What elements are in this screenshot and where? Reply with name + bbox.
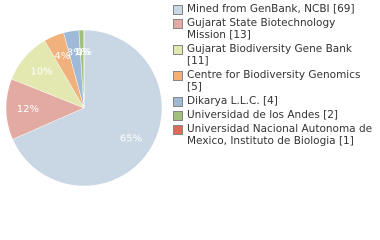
legend-label: Universidad Nacional Autonoma de Mexico,… bbox=[187, 123, 373, 147]
legend-item: Universidad de los Andes [2] bbox=[173, 109, 373, 121]
legend-swatch bbox=[173, 71, 183, 81]
slice-label: 4% bbox=[54, 51, 70, 62]
legend-item: Mined from GenBank, NCBI [69] bbox=[173, 3, 373, 15]
legend-item: Gujarat State Biotechnology Mission [13] bbox=[173, 17, 373, 41]
pie-slice bbox=[5, 78, 85, 140]
slice-label: 10% bbox=[30, 66, 52, 77]
slice-label: 12% bbox=[17, 104, 39, 115]
legend-label: Gujarat State Biotechnology Mission [13] bbox=[187, 17, 336, 41]
pie: 65% 12% 10%4%3%1%0% bbox=[5, 29, 163, 187]
legend-label: Dikarya L.L.C. [4] bbox=[187, 95, 278, 107]
slice-label: 0% bbox=[76, 47, 92, 58]
pie-slice bbox=[12, 29, 163, 187]
legend-item: Universidad Nacional Autonoma de Mexico,… bbox=[173, 123, 373, 147]
legend-label: Universidad de los Andes [2] bbox=[187, 109, 338, 121]
legend-swatch bbox=[173, 111, 183, 121]
legend-swatch bbox=[173, 125, 183, 135]
legend-item: Dikarya L.L.C. [4] bbox=[173, 95, 373, 107]
legend-label: Gujarat Biodiversity Gene Bank [11] bbox=[187, 43, 352, 67]
legend-label: Mined from GenBank, NCBI [69] bbox=[187, 3, 355, 15]
legend-item: Gujarat Biodiversity Gene Bank [11] bbox=[173, 43, 373, 67]
legend-item: Centre for Biodiversity Genomics [5] bbox=[173, 69, 373, 93]
slice-label: 1% bbox=[74, 47, 90, 58]
legend-swatch bbox=[173, 5, 183, 15]
legend-swatch bbox=[173, 19, 183, 29]
legend: Mined from GenBank, NCBI [69] Gujarat Sta… bbox=[173, 3, 373, 149]
legend-swatch bbox=[173, 45, 183, 55]
slice-label: 3% bbox=[67, 48, 83, 59]
legend-label: Centre for Biodiversity Genomics [5] bbox=[187, 69, 361, 93]
legend-swatch bbox=[173, 97, 183, 107]
slice-label: 65% bbox=[120, 134, 142, 145]
